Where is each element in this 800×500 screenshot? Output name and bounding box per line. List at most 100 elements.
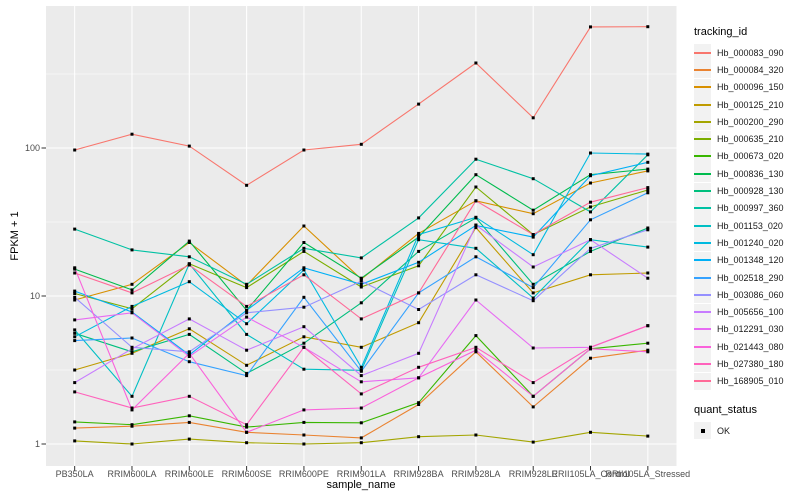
data-point: [73, 339, 77, 343]
data-point: [130, 311, 134, 315]
data-point: [245, 286, 249, 290]
data-point: [474, 433, 478, 437]
data-point: [359, 369, 363, 373]
data-point: [417, 401, 421, 405]
data-point: [417, 435, 421, 439]
legend-key-box: [694, 372, 711, 390]
data-point: [187, 394, 191, 398]
legend-item-label: Hb_000083_090: [717, 47, 784, 58]
data-point: [474, 273, 478, 277]
data-point: [417, 264, 421, 268]
data-point: [646, 169, 650, 173]
data-point: [646, 188, 650, 192]
data-point: [589, 238, 592, 242]
data-point: [474, 157, 478, 161]
data-point: [359, 301, 363, 305]
legend-title-quant-status: quant_status: [694, 403, 757, 416]
series-points-Hb_021443_080: [73, 266, 650, 434]
legend-item-label: Hb_000635_210: [717, 134, 784, 145]
series-points-Hb_027380_180: [73, 324, 650, 427]
legend-key-box: [694, 78, 711, 96]
data-point: [417, 376, 421, 380]
data-point: [187, 255, 191, 259]
data-point: [302, 335, 306, 339]
data-point: [531, 296, 535, 300]
x-tick-label: RRIM928LA: [451, 469, 501, 479]
y-tick-label: 100: [24, 142, 40, 153]
data-point: [245, 308, 249, 312]
data-point: [73, 148, 77, 152]
data-point: [589, 246, 592, 250]
data-point: [589, 430, 592, 434]
data-point: [130, 408, 134, 412]
data-point: [531, 405, 535, 409]
data-point: [531, 381, 535, 385]
legend-item-label: Hb_000096_150: [717, 82, 784, 93]
data-point: [130, 282, 134, 286]
data-point: [646, 271, 650, 275]
data-point: [359, 256, 363, 260]
data-point: [589, 249, 592, 253]
data-point: [302, 408, 306, 412]
data-point: [73, 227, 77, 231]
data-point: [245, 311, 249, 315]
x-axis-title: sample_name: [326, 479, 396, 491]
data-point: [73, 420, 77, 424]
y-tick-label: 1: [34, 438, 40, 449]
y-tick-label: 10: [29, 290, 40, 301]
ok-square-icon: [700, 428, 705, 433]
legend-item-Hb_000084_320: Hb_000084_320: [694, 61, 798, 79]
data-point: [302, 433, 306, 437]
data-point: [417, 260, 421, 264]
legend-title-tracking-id: tracking_id: [694, 26, 748, 38]
data-point: [359, 365, 363, 369]
legend-key-box: [694, 355, 711, 373]
data-point: [531, 299, 535, 303]
legend-line-swatch: [694, 103, 711, 106]
data-point: [245, 322, 249, 326]
legend-item-label: Hb_002518_290: [717, 272, 784, 283]
data-point: [187, 280, 191, 284]
data-point: [302, 268, 306, 272]
data-point: [187, 239, 191, 243]
data-point: [73, 271, 77, 275]
data-point: [130, 336, 134, 340]
legend-item-label: Hb_000836_130: [717, 168, 784, 179]
x-tick-label: RRIM600LA: [107, 469, 157, 479]
data-point: [302, 273, 306, 277]
data-point: [73, 368, 77, 372]
legend-item-Hb_000083_090: Hb_000083_090: [694, 44, 798, 62]
data-point: [130, 288, 134, 292]
data-point: [359, 142, 363, 146]
legend-line-swatch: [694, 190, 711, 193]
data-point: [187, 360, 191, 364]
legend-key-box: [694, 422, 711, 440]
legend-item-Hb_168905_010: Hb_168905_010: [694, 372, 798, 390]
data-point: [359, 421, 363, 425]
data-point: [245, 363, 249, 367]
data-point: [245, 441, 249, 445]
x-tick-label: RRIM600SE: [221, 469, 272, 479]
legend-key-box: [694, 234, 711, 252]
data-point: [73, 266, 77, 270]
data-point: [302, 246, 306, 250]
data-point: [73, 390, 77, 394]
data-point: [187, 353, 191, 357]
data-point: [646, 160, 650, 164]
data-point: [417, 351, 421, 355]
data-point: [589, 345, 592, 349]
data-point: [302, 295, 306, 299]
data-point: [359, 345, 363, 349]
data-point: [646, 348, 650, 352]
data-point: [73, 439, 77, 443]
data-point: [531, 116, 535, 120]
legend-key-box: [694, 182, 711, 200]
data-point: [359, 392, 363, 396]
data-point: [359, 406, 363, 410]
data-point: [130, 304, 134, 308]
x-tick-label: RRII105LA_Control: [551, 469, 630, 479]
data-point: [646, 186, 650, 190]
legend-line-swatch: [694, 68, 711, 71]
data-point: [474, 348, 478, 352]
